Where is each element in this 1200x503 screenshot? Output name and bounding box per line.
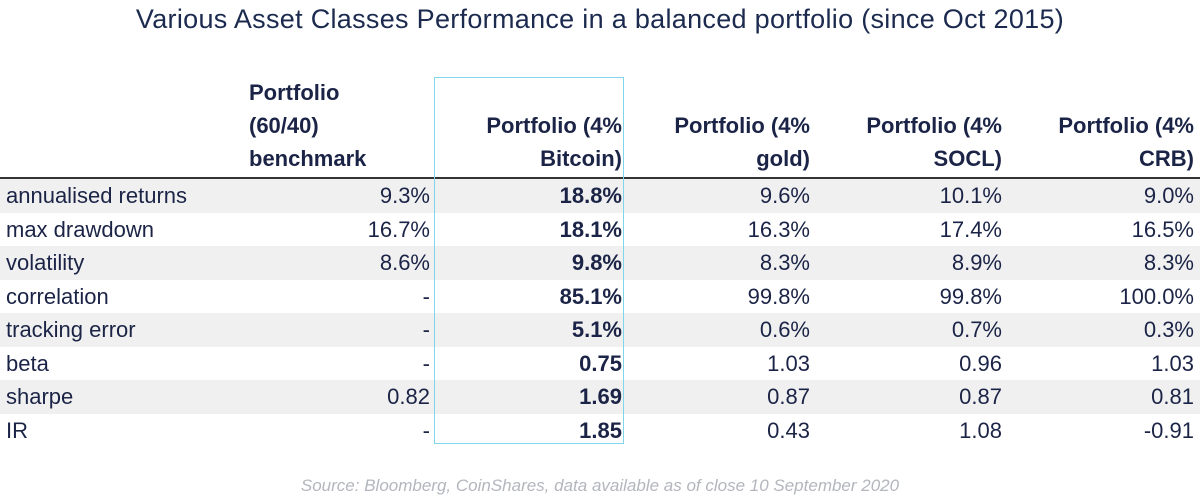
cell-gold: 99.8% [747, 283, 810, 309]
table-row-ir: IR - 1.85 0.43 1.08 -0.91 [0, 414, 1200, 448]
header-line: CRB) [1139, 146, 1194, 171]
table-row-correlation: correlation - 85.1% 99.8% 99.8% 100.0% [0, 280, 1200, 314]
row-label: max drawdown [6, 216, 154, 242]
table-row-tracking-error: tracking error - 5.1% 0.6% 0.7% 0.3% [0, 313, 1200, 347]
cell-crb: 8.3% [1143, 250, 1194, 275]
cell-crb: 1.03 [1151, 350, 1194, 376]
cell-benchmark: - [422, 317, 430, 342]
cell-benchmark: - [422, 283, 430, 309]
header-line: Portfolio (4% [486, 113, 622, 138]
cell-socl: 8.9% [951, 250, 1002, 275]
row-label: IR [6, 417, 28, 443]
row-label: beta [6, 350, 49, 376]
cell-gold: 8.3% [759, 250, 810, 275]
page-title: Various Asset Classes Performance in a b… [135, 4, 1065, 34]
cell-socl: 0.87 [959, 384, 1002, 409]
cell-crb: 16.5% [1131, 216, 1194, 242]
header-line: Portfolio (4% [674, 113, 810, 138]
table-row-sharpe: sharpe 0.82 1.69 0.87 0.87 0.81 [0, 380, 1200, 414]
header-line: Portfolio (4% [1058, 113, 1194, 138]
header-line: Portfolio (4% [866, 113, 1002, 138]
header-line: SOCL) [933, 146, 1002, 171]
cell-bitcoin: 85.1% [559, 283, 622, 309]
source-note: Source: Bloomberg, CoinShares, data avai… [300, 476, 900, 495]
cell-gold: 0.6% [759, 317, 810, 342]
table-row-volatility: volatility 8.6% 9.8% 8.3% 8.9% 8.3% [0, 246, 1200, 280]
performance-table: Portfolio (60/40) benchmark Portfolio (4… [0, 80, 1200, 447]
cell-socl: 1.08 [959, 417, 1002, 443]
header-line: (60/40) [249, 113, 319, 138]
cell-bitcoin: 9.8% [571, 250, 622, 275]
column-header-gold: Portfolio (4% gold) [620, 109, 810, 175]
cell-benchmark: - [422, 350, 430, 376]
column-header-benchmark: Portfolio (60/40) benchmark [249, 76, 439, 175]
table-row-beta: beta - 0.75 1.03 0.96 1.03 [0, 347, 1200, 381]
cell-crb: 0.81 [1151, 384, 1194, 409]
cell-crb: -0.91 [1143, 417, 1194, 443]
cell-socl: 99.8% [939, 283, 1002, 309]
cell-socl: 17.4% [939, 216, 1002, 242]
cell-benchmark: 8.6% [379, 250, 430, 275]
header-line: gold) [756, 146, 810, 171]
cell-gold: 1.03 [767, 350, 810, 376]
cell-bitcoin: 18.8% [559, 183, 622, 208]
cell-socl: 0.96 [959, 350, 1002, 376]
cell-bitcoin: 18.1% [559, 216, 622, 242]
cell-benchmark: - [422, 417, 430, 443]
cell-bitcoin: 1.69 [579, 384, 622, 409]
cell-bitcoin: 1.85 [579, 417, 622, 443]
cell-benchmark: 16.7% [367, 216, 430, 242]
row-label: sharpe [6, 384, 74, 409]
table-row-annualised-returns: annualised returns 9.3% 18.8% 9.6% 10.1%… [0, 179, 1200, 213]
cell-benchmark: 0.82 [387, 384, 430, 409]
cell-crb: 0.3% [1143, 317, 1194, 342]
cell-crb: 100.0% [1119, 283, 1194, 309]
column-header-crb: Portfolio (4% CRB) [1004, 109, 1194, 175]
cell-bitcoin: 0.75 [579, 350, 622, 376]
cell-bitcoin: 5.1% [571, 317, 622, 342]
header-line: Bitcoin) [540, 146, 622, 171]
cell-socl: 10.1% [939, 183, 1002, 208]
row-label: correlation [6, 283, 109, 309]
cell-crb: 9.0% [1143, 183, 1194, 208]
cell-benchmark: 9.3% [379, 183, 430, 208]
cell-gold: 0.87 [767, 384, 810, 409]
table-row-max-drawdown: max drawdown 16.7% 18.1% 16.3% 17.4% 16.… [0, 213, 1200, 247]
cell-gold: 0.43 [767, 417, 810, 443]
row-label: volatility [6, 250, 85, 275]
header-line: Portfolio [249, 80, 340, 105]
table-header: Portfolio (60/40) benchmark Portfolio (4… [0, 80, 1200, 179]
cell-gold: 9.6% [759, 183, 810, 208]
header-line: benchmark [249, 146, 367, 171]
row-label: annualised returns [6, 183, 188, 208]
cell-socl: 0.7% [951, 317, 1002, 342]
column-header-bitcoin: Portfolio (4% Bitcoin) [432, 109, 622, 175]
column-header-socl: Portfolio (4% SOCL) [812, 109, 1002, 175]
cell-gold: 16.3% [747, 216, 810, 242]
row-label: tracking error [6, 317, 136, 342]
